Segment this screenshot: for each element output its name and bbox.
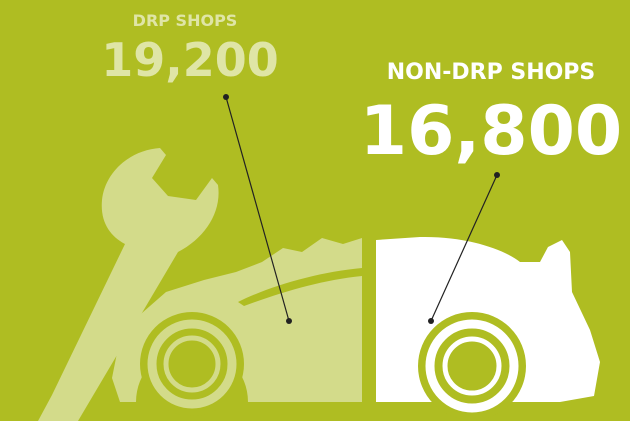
value: 16,800 (360, 92, 622, 171)
crease (238, 268, 362, 306)
value: 19,200 (101, 33, 279, 87)
leader-dot (494, 172, 500, 178)
leader-dot (428, 318, 434, 324)
crumpled-car-half (112, 238, 362, 402)
leader-line (225, 96, 290, 322)
leader-line (430, 174, 498, 322)
wheel (425, 319, 519, 413)
hub (442, 336, 502, 396)
wheel (147, 319, 237, 409)
leader-dot (286, 318, 292, 324)
hub (163, 335, 221, 393)
label: NON-DRP SHOPS (387, 60, 596, 85)
label: DRP SHOPS (133, 11, 238, 30)
wrench (38, 148, 219, 421)
leader-dot (223, 94, 229, 100)
